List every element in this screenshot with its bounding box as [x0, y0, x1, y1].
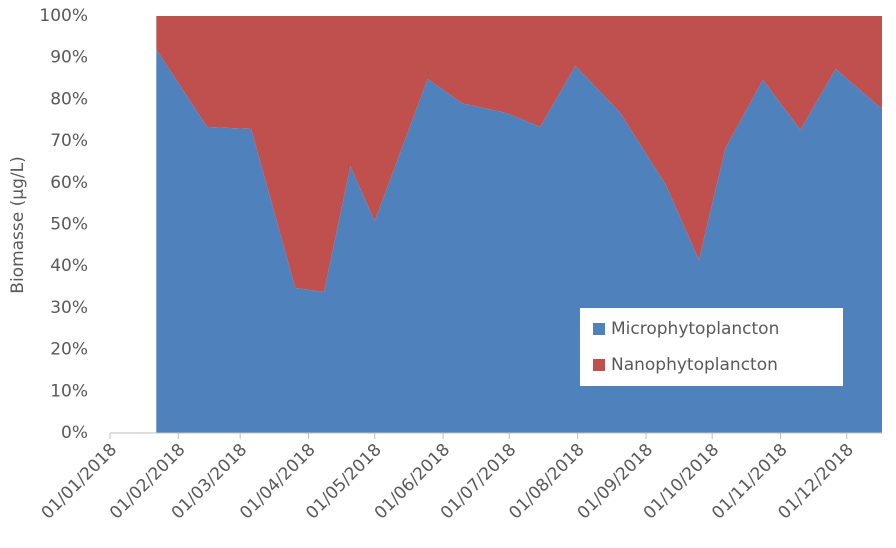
- y-tick-label: 30%: [50, 298, 88, 318]
- y-tick-label: 10%: [50, 381, 88, 401]
- y-tick-label: 50%: [50, 215, 88, 235]
- y-tick-label: 0%: [61, 423, 88, 443]
- legend-label: Microphytoplancton: [611, 319, 779, 339]
- y-tick-label: 20%: [50, 340, 88, 360]
- y-tick-label: 70%: [50, 131, 88, 151]
- legend-box: [580, 308, 843, 386]
- y-tick-label: 80%: [50, 89, 88, 109]
- y-tick-label: 90%: [50, 48, 88, 68]
- y-axis-label: Biomasse (µg/L): [8, 156, 28, 293]
- legend-swatch: [593, 359, 605, 371]
- legend-swatch: [593, 323, 605, 335]
- legend-label: Nanophytoplancton: [611, 355, 778, 375]
- y-tick-label: 40%: [50, 256, 88, 276]
- area: [156, 16, 882, 293]
- y-tick-label: 100%: [39, 6, 88, 26]
- y-tick-label: 60%: [50, 173, 88, 193]
